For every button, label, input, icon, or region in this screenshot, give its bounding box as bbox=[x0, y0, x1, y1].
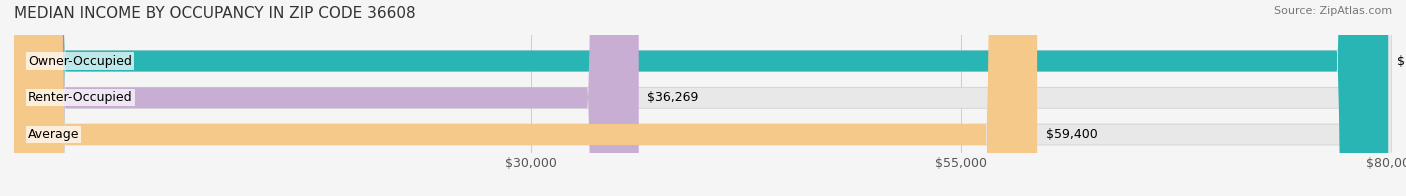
Text: Source: ZipAtlas.com: Source: ZipAtlas.com bbox=[1274, 6, 1392, 16]
FancyBboxPatch shape bbox=[14, 0, 1392, 196]
FancyBboxPatch shape bbox=[14, 0, 638, 196]
Text: Average: Average bbox=[28, 128, 79, 141]
FancyBboxPatch shape bbox=[14, 0, 1392, 196]
Text: $79,784: $79,784 bbox=[1396, 54, 1406, 67]
FancyBboxPatch shape bbox=[14, 0, 1388, 196]
Text: MEDIAN INCOME BY OCCUPANCY IN ZIP CODE 36608: MEDIAN INCOME BY OCCUPANCY IN ZIP CODE 3… bbox=[14, 6, 416, 21]
Text: $59,400: $59,400 bbox=[1046, 128, 1098, 141]
Text: Owner-Occupied: Owner-Occupied bbox=[28, 54, 132, 67]
Text: $36,269: $36,269 bbox=[647, 91, 699, 104]
FancyBboxPatch shape bbox=[14, 0, 1392, 196]
FancyBboxPatch shape bbox=[14, 0, 1038, 196]
Text: Renter-Occupied: Renter-Occupied bbox=[28, 91, 132, 104]
